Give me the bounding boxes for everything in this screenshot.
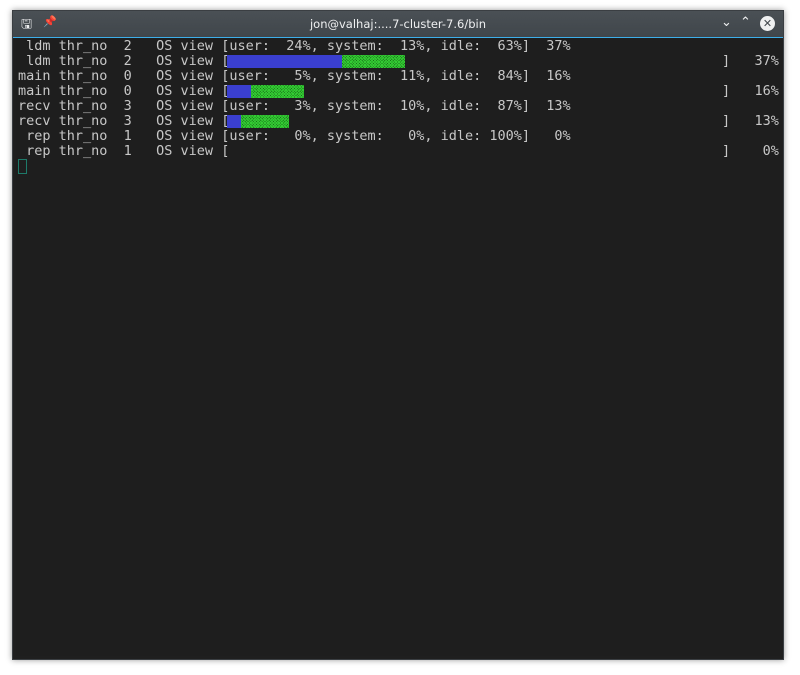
total-cpu-label: ] 37% [722,53,779,69]
maximize-icon[interactable]: ⌃ [740,15,751,30]
terminal-line: ldm thr_no 2 OS view [user: 24%, system:… [18,38,571,54]
system-cpu-bar [241,115,290,128]
total-cpu-label: ] 16% [722,83,779,99]
close-icon[interactable]: ✕ [760,16,775,31]
user-cpu-bar [227,85,251,98]
terminal-output[interactable]: ldm thr_no 2 OS view [user: 24%, system:… [16,38,780,656]
user-cpu-bar [227,55,343,68]
total-cpu-label: ] 13% [722,113,779,129]
terminal-icon[interactable]: 🖫 [21,17,33,32]
title-bar[interactable]: 🖫 📌 jon@valhaj:....7-cluster-7.6/bin ⌄ ⌃… [13,11,783,38]
window-title: jon@valhaj:....7-cluster-7.6/bin [309,17,487,31]
user-cpu-bar [227,115,242,128]
terminal-window: 🖫 📌 jon@valhaj:....7-cluster-7.6/bin ⌄ ⌃… [12,10,784,660]
system-cpu-bar [251,85,304,98]
terminal-line: ldm thr_no 2 OS view [ [18,53,230,69]
terminal-line: main thr_no 0 OS view [ [18,83,230,99]
total-cpu-label: ] 0% [722,143,779,159]
terminal-line: rep thr_no 1 OS view [user: 0%, system: … [18,128,571,144]
terminal-line: main thr_no 0 OS view [user: 5%, system:… [18,68,571,84]
terminal-line: rep thr_no 1 OS view [ [18,143,230,159]
terminal-line: recv thr_no 3 OS view [user: 3%, system:… [18,98,571,114]
pin-icon[interactable]: 📌 [43,15,57,28]
terminal-line: recv thr_no 3 OS view [ [18,113,230,129]
text-cursor [18,159,27,174]
minimize-icon[interactable]: ⌄ [721,15,732,30]
system-cpu-bar [342,55,405,68]
